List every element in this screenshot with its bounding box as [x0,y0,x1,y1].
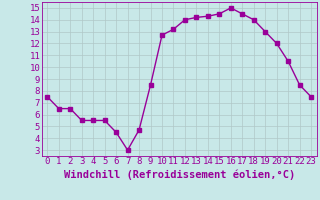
X-axis label: Windchill (Refroidissement éolien,°C): Windchill (Refroidissement éolien,°C) [64,169,295,180]
